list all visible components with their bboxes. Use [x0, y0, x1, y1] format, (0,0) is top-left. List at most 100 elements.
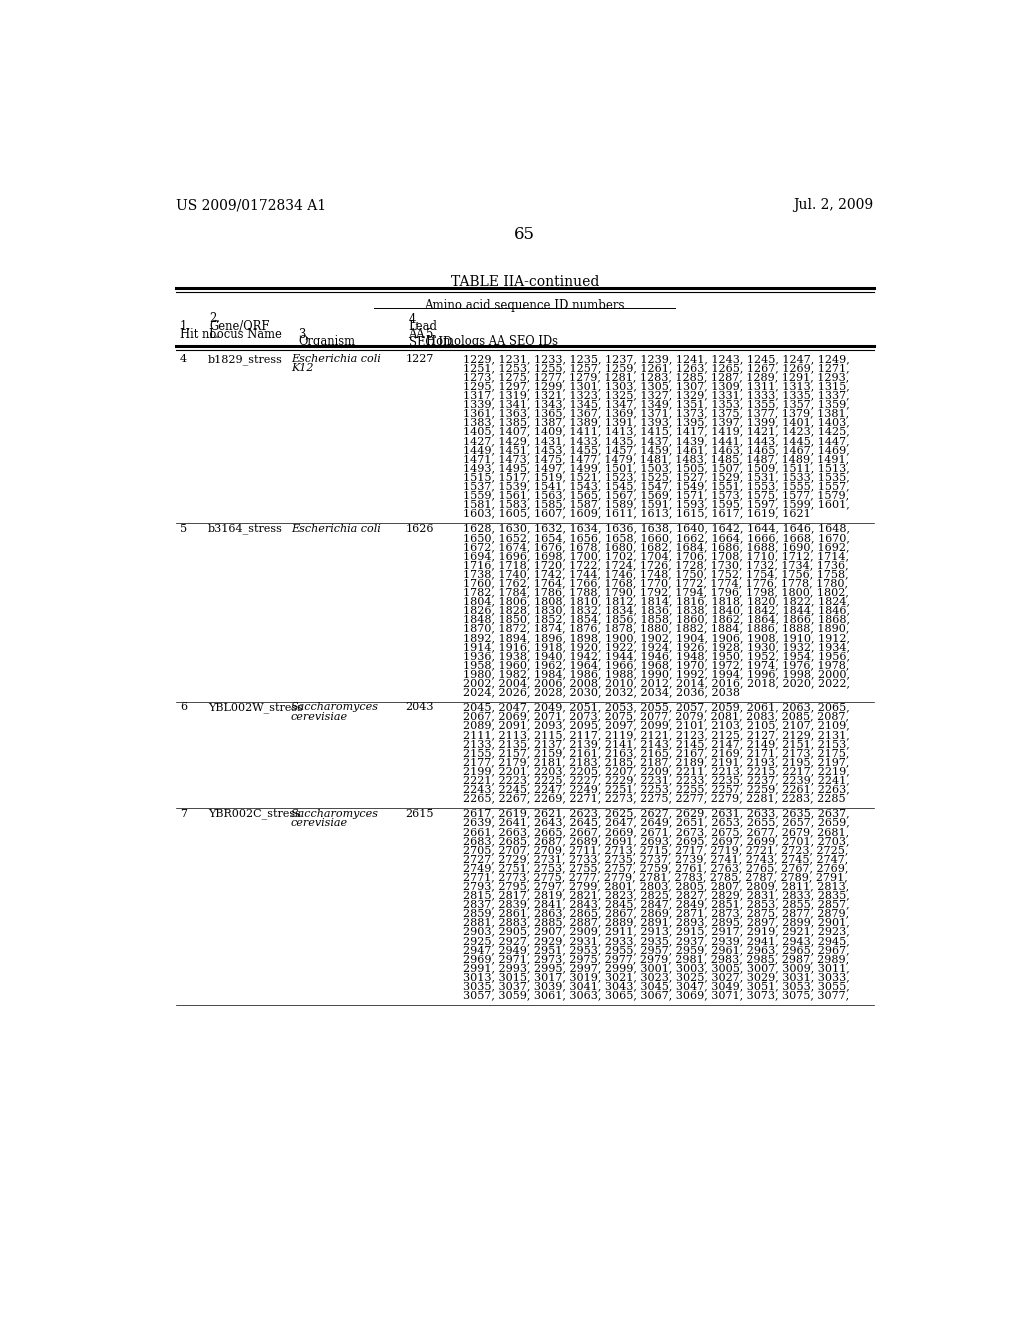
Text: 3013, 3015, 3017, 3019, 3021, 3023, 3025, 3027, 3029, 3031, 3033,: 3013, 3015, 3017, 3019, 3021, 3023, 3025… — [463, 972, 850, 982]
Text: 1227: 1227 — [406, 354, 434, 364]
Text: 2793, 2795, 2797, 2799, 2801, 2803, 2805, 2807, 2809, 2811, 2813,: 2793, 2795, 2797, 2799, 2801, 2803, 2805… — [463, 882, 849, 891]
Text: 1361, 1363, 1365, 1367, 1369, 1371, 1373, 1375, 1377, 1379, 1381,: 1361, 1363, 1365, 1367, 1369, 1371, 1373… — [463, 408, 849, 418]
Text: 1716, 1718, 1720, 1722, 1724, 1726, 1728, 1730, 1732, 1734, 1736,: 1716, 1718, 1720, 1722, 1724, 1726, 1728… — [463, 560, 849, 570]
Text: 1449, 1451, 1453, 1455, 1457, 1459, 1461, 1463, 1465, 1467, 1469,: 1449, 1451, 1453, 1455, 1457, 1459, 1461… — [463, 445, 850, 455]
Text: 1515, 1517, 1519, 1521, 1523, 1525, 1527, 1529, 1531, 1533, 1535,: 1515, 1517, 1519, 1521, 1523, 1525, 1527… — [463, 473, 850, 482]
Text: Lead: Lead — [409, 321, 437, 333]
Text: K12: K12 — [291, 363, 313, 374]
Text: 2837, 2839, 2841, 2843, 2845, 2847, 2849, 2851, 2853, 2855, 2857,: 2837, 2839, 2841, 2843, 2845, 2847, 2849… — [463, 899, 850, 909]
Text: 1295, 1297, 1299, 1301, 1303, 1305, 1307, 1309, 1311, 1313, 1315,: 1295, 1297, 1299, 1301, 1303, 1305, 1307… — [463, 381, 850, 391]
Text: 2199, 2201, 2203, 2205, 2207, 2209, 2211, 2213, 2215, 2217, 2219,: 2199, 2201, 2203, 2205, 2207, 2209, 2211… — [463, 766, 850, 776]
Text: b1829_stress: b1829_stress — [208, 354, 283, 364]
Text: 1826, 1828, 1830, 1832, 1834, 1836, 1838, 1840, 1842, 1844, 1846,: 1826, 1828, 1830, 1832, 1834, 1836, 1838… — [463, 606, 850, 615]
Text: Gene/ORF: Gene/ORF — [209, 321, 270, 333]
Text: 2705, 2707, 2709, 2711, 2713, 2715, 2717, 2719, 2721, 2723, 2725,: 2705, 2707, 2709, 2711, 2713, 2715, 2717… — [463, 845, 848, 855]
Text: 5: 5 — [180, 524, 187, 533]
Text: 2749, 2751, 2753, 2755, 2757, 2759, 2761, 2763, 2765, 2767, 2769,: 2749, 2751, 2753, 2755, 2757, 2759, 2761… — [463, 863, 848, 873]
Text: 3035, 3037, 3039, 3041, 3043, 3045, 3047, 3049, 3051, 3053, 3055,: 3035, 3037, 3039, 3041, 3043, 3045, 3047… — [463, 981, 850, 991]
Text: 2615: 2615 — [406, 809, 434, 818]
Text: 1694, 1696, 1698, 1700, 1702, 1704, 1706, 1708, 1710, 1712, 1714,: 1694, 1696, 1698, 1700, 1702, 1704, 1706… — [463, 550, 849, 561]
Text: 1650, 1652, 1654, 1656, 1658, 1660, 1662, 1664, 1666, 1668, 1670,: 1650, 1652, 1654, 1656, 1658, 1660, 1662… — [463, 533, 850, 543]
Text: 2815, 2817, 2819, 2821, 2823, 2825, 2827, 2829, 2831, 2833, 2835,: 2815, 2817, 2819, 2821, 2823, 2825, 2827… — [463, 891, 850, 900]
Text: 1427, 1429, 1431, 1433, 1435, 1437, 1439, 1441, 1443, 1445, 1447,: 1427, 1429, 1431, 1433, 1435, 1437, 1439… — [463, 436, 850, 446]
Text: 1251, 1253, 1255, 1257, 1259, 1261, 1263, 1265, 1267, 1269, 1271,: 1251, 1253, 1255, 1257, 1259, 1261, 1263… — [463, 363, 850, 374]
Text: 2221, 2223, 2225, 2227, 2229, 2231, 2233, 2235, 2237, 2239, 2241,: 2221, 2223, 2225, 2227, 2229, 2231, 2233… — [463, 775, 850, 785]
Text: 2002, 2004, 2006, 2008, 2010, 2012, 2014, 2016, 2018, 2020, 2022,: 2002, 2004, 2006, 2008, 2010, 2012, 2014… — [463, 678, 850, 688]
Text: YBR002C_stress: YBR002C_stress — [208, 809, 301, 820]
Text: Escherichia coli: Escherichia coli — [291, 524, 381, 533]
Text: 1914, 1916, 1918, 1920, 1922, 1924, 1926, 1928, 1930, 1932, 1934,: 1914, 1916, 1918, 1920, 1922, 1924, 1926… — [463, 642, 850, 652]
Text: 3057, 3059, 3061, 3063, 3065, 3067, 3069, 3071, 3073, 3075, 3077,: 3057, 3059, 3061, 3063, 3065, 3067, 3069… — [463, 990, 849, 1001]
Text: 1405, 1407, 1409, 1411, 1413, 1415, 1417, 1419, 1421, 1423, 1425,: 1405, 1407, 1409, 1411, 1413, 1415, 1417… — [463, 426, 850, 437]
Text: 1493, 1495, 1497, 1499, 1501, 1503, 1505, 1507, 1509, 1511, 1513,: 1493, 1495, 1497, 1499, 1501, 1503, 1505… — [463, 463, 850, 473]
Text: Locus Name: Locus Name — [209, 327, 283, 341]
Text: 2925, 2927, 2929, 2931, 2933, 2935, 2937, 2939, 2941, 2943, 2945,: 2925, 2927, 2929, 2931, 2933, 2935, 2937… — [463, 936, 850, 946]
Text: 1581, 1583, 1585, 1587, 1589, 1591, 1593, 1595, 1597, 1599, 1601,: 1581, 1583, 1585, 1587, 1589, 1591, 1593… — [463, 499, 850, 510]
Text: 2045, 2047, 2049, 2051, 2053, 2055, 2057, 2059, 2061, 2063, 2065,: 2045, 2047, 2049, 2051, 2053, 2055, 2057… — [463, 702, 850, 713]
Text: 2969, 2971, 2973, 2975, 2977, 2979, 2981, 2983, 2985, 2987, 2989,: 2969, 2971, 2973, 2975, 2977, 2979, 2981… — [463, 954, 849, 964]
Text: 2881, 2883, 2885, 2887, 2889, 2891, 2893, 2895, 2897, 2899, 2901,: 2881, 2883, 2885, 2887, 2889, 2891, 2893… — [463, 917, 850, 928]
Text: 2771, 2773, 2775, 2777, 2779, 2781, 2783, 2785, 2787, 2789, 2791,: 2771, 2773, 2775, 2777, 2779, 2781, 2783… — [463, 873, 848, 882]
Text: TABLE IIA-continued: TABLE IIA-continued — [451, 276, 599, 289]
Text: AA: AA — [409, 327, 425, 341]
Text: Saccharomyces: Saccharomyces — [291, 809, 379, 818]
Text: 2265, 2267, 2269, 2271, 2273, 2275, 2277, 2279, 2281, 2283, 2285: 2265, 2267, 2269, 2271, 2273, 2275, 2277… — [463, 793, 846, 804]
Text: 1537, 1539, 1541, 1543, 1545, 1547, 1549, 1551, 1553, 1555, 1557,: 1537, 1539, 1541, 1543, 1545, 1547, 1549… — [463, 482, 850, 491]
Text: 2639, 2641, 2643, 2645, 2647, 2649, 2651, 2653, 2655, 2657, 2659,: 2639, 2641, 2643, 2645, 2647, 2649, 2651… — [463, 817, 850, 828]
Text: SEQ ID: SEQ ID — [409, 335, 452, 348]
Text: 7: 7 — [180, 809, 187, 818]
Text: b3164_stress: b3164_stress — [208, 524, 283, 535]
Text: 1.: 1. — [180, 321, 191, 333]
Text: cerevisiae: cerevisiae — [291, 711, 348, 722]
Text: Organism: Organism — [299, 335, 355, 348]
Text: 1892, 1894, 1896, 1898, 1900, 1902, 1904, 1906, 1908, 1910, 1912,: 1892, 1894, 1896, 1898, 1900, 1902, 1904… — [463, 632, 850, 643]
Text: 6: 6 — [180, 702, 187, 713]
Text: Escherichia coli: Escherichia coli — [291, 354, 381, 364]
Text: 5.: 5. — [426, 327, 436, 341]
Text: cerevisiae: cerevisiae — [291, 817, 348, 828]
Text: 2947, 2949, 2951, 2953, 2955, 2957, 2959, 2961, 2963, 2965, 2967,: 2947, 2949, 2951, 2953, 2955, 2957, 2959… — [463, 945, 850, 954]
Text: 1870, 1872, 1874, 1876, 1878, 1880, 1882, 1884, 1886, 1888, 1890,: 1870, 1872, 1874, 1876, 1878, 1880, 1882… — [463, 623, 849, 634]
Text: 2683, 2685, 2687, 2689, 2691, 2693, 2695, 2697, 2699, 2701, 2703,: 2683, 2685, 2687, 2689, 2691, 2693, 2695… — [463, 836, 849, 846]
Text: 2.: 2. — [209, 313, 220, 326]
Text: 1804, 1806, 1808, 1810, 1812, 1814, 1816, 1818, 1820, 1822, 1824,: 1804, 1806, 1808, 1810, 1812, 1814, 1816… — [463, 597, 850, 606]
Text: Homologs AA SEQ IDs: Homologs AA SEQ IDs — [426, 335, 558, 348]
Text: 2617, 2619, 2621, 2623, 2625, 2627, 2629, 2631, 2633, 2635, 2637,: 2617, 2619, 2621, 2623, 2625, 2627, 2629… — [463, 809, 850, 818]
Text: 1273, 1275, 1277, 1279, 1281, 1283, 1285, 1287, 1289, 1291, 1293,: 1273, 1275, 1277, 1279, 1281, 1283, 1285… — [463, 372, 849, 383]
Text: 4,: 4, — [409, 313, 420, 326]
Text: YBL002W_stress: YBL002W_stress — [208, 702, 303, 713]
Text: 2727, 2729, 2731, 2733, 2735, 2737, 2739, 2741, 2743, 2745, 2747,: 2727, 2729, 2731, 2733, 2735, 2737, 2739… — [463, 854, 848, 865]
Text: 1383, 1385, 1387, 1389, 1391, 1393, 1395, 1397, 1399, 1401, 1403,: 1383, 1385, 1387, 1389, 1391, 1393, 1395… — [463, 417, 850, 428]
Text: 1628, 1630, 1632, 1634, 1636, 1638, 1640, 1642, 1644, 1646, 1648,: 1628, 1630, 1632, 1634, 1636, 1638, 1640… — [463, 524, 850, 533]
Text: 1958, 1960, 1962, 1964, 1966, 1968, 1970, 1972, 1974, 1976, 1978,: 1958, 1960, 1962, 1964, 1966, 1968, 1970… — [463, 660, 849, 671]
Text: 2043: 2043 — [406, 702, 434, 713]
Text: 2859, 2861, 2863, 2865, 2867, 2869, 2871, 2873, 2875, 2877, 2879,: 2859, 2861, 2863, 2865, 2867, 2869, 2871… — [463, 908, 849, 919]
Text: 1471, 1473, 1475, 1477, 1479, 1481, 1483, 1485, 1487, 1489, 1491,: 1471, 1473, 1475, 1477, 1479, 1481, 1483… — [463, 454, 849, 463]
Text: 3,: 3, — [299, 327, 309, 341]
Text: 2177, 2179, 2181, 2183, 2185, 2187, 2189, 2191, 2193, 2195, 2197,: 2177, 2179, 2181, 2183, 2185, 2187, 2189… — [463, 756, 849, 767]
Text: 1603, 1605, 1607, 1609, 1611, 1613, 1615, 1617, 1619, 1621: 1603, 1605, 1607, 1609, 1611, 1613, 1615… — [463, 508, 811, 519]
Text: 2991, 2993, 2995, 2997, 2999, 3001, 3003, 3005, 3007, 3009, 3011,: 2991, 2993, 2995, 2997, 2999, 3001, 3003… — [463, 964, 850, 973]
Text: 4: 4 — [180, 354, 187, 364]
Text: 2155, 2157, 2159, 2161, 2163, 2165, 2167, 2169, 2171, 2173, 2175,: 2155, 2157, 2159, 2161, 2163, 2165, 2167… — [463, 748, 849, 758]
Text: 1317, 1319, 1321, 1323, 1325, 1327, 1329, 1331, 1333, 1335, 1337,: 1317, 1319, 1321, 1323, 1325, 1327, 1329… — [463, 391, 850, 400]
Text: 1936, 1938, 1940, 1942, 1944, 1946, 1948, 1950, 1952, 1954, 1956,: 1936, 1938, 1940, 1942, 1944, 1946, 1948… — [463, 651, 850, 661]
Text: 1626: 1626 — [406, 524, 434, 533]
Text: 1848, 1850, 1852, 1854, 1856, 1858, 1860, 1862, 1864, 1866, 1868,: 1848, 1850, 1852, 1854, 1856, 1858, 1860… — [463, 615, 850, 624]
Text: 1559, 1561, 1563, 1565, 1567, 1569, 1571, 1573, 1575, 1577, 1579,: 1559, 1561, 1563, 1565, 1567, 1569, 1571… — [463, 490, 849, 500]
Text: Hit no.: Hit no. — [180, 327, 220, 341]
Text: 65: 65 — [514, 226, 536, 243]
Text: Jul. 2, 2009: Jul. 2, 2009 — [794, 198, 873, 213]
Text: Amino acid sequence ID numbers: Amino acid sequence ID numbers — [425, 298, 625, 312]
Text: 1980, 1982, 1984, 1986, 1988, 1990, 1992, 1994, 1996, 1998, 2000,: 1980, 1982, 1984, 1986, 1988, 1990, 1992… — [463, 669, 850, 678]
Text: 1738, 1740, 1742, 1744, 1746, 1748, 1750, 1752, 1754, 1756, 1758,: 1738, 1740, 1742, 1744, 1746, 1748, 1750… — [463, 569, 849, 579]
Text: 1782, 1784, 1786, 1788, 1790, 1792, 1794, 1796, 1798, 1800, 1802,: 1782, 1784, 1786, 1788, 1790, 1792, 1794… — [463, 587, 849, 597]
Text: 2067, 2069, 2071, 2073, 2075, 2077, 2079, 2081, 2083, 2085, 2087,: 2067, 2069, 2071, 2073, 2075, 2077, 2079… — [463, 711, 849, 722]
Text: 2243, 2245, 2247, 2249, 2251, 2253, 2255, 2257, 2259, 2261, 2263,: 2243, 2245, 2247, 2249, 2251, 2253, 2255… — [463, 784, 850, 795]
Text: Saccharomyces: Saccharomyces — [291, 702, 379, 713]
Text: 1760, 1762, 1764, 1766, 1768, 1770, 1772, 1774, 1776, 1778, 1780,: 1760, 1762, 1764, 1766, 1768, 1770, 1772… — [463, 578, 848, 589]
Text: 2024, 2026, 2028, 2030, 2032, 2034, 2036, 2038: 2024, 2026, 2028, 2030, 2032, 2034, 2036… — [463, 688, 739, 697]
Text: 1339, 1341, 1343, 1345, 1347, 1349, 1351, 1353, 1355, 1357, 1359,: 1339, 1341, 1343, 1345, 1347, 1349, 1351… — [463, 400, 850, 409]
Text: 1229, 1231, 1233, 1235, 1237, 1239, 1241, 1243, 1245, 1247, 1249,: 1229, 1231, 1233, 1235, 1237, 1239, 1241… — [463, 354, 850, 364]
Text: 2903, 2905, 2907, 2909, 2911, 2913, 2915, 2917, 2919, 2921, 2923,: 2903, 2905, 2907, 2909, 2911, 2913, 2915… — [463, 927, 850, 937]
